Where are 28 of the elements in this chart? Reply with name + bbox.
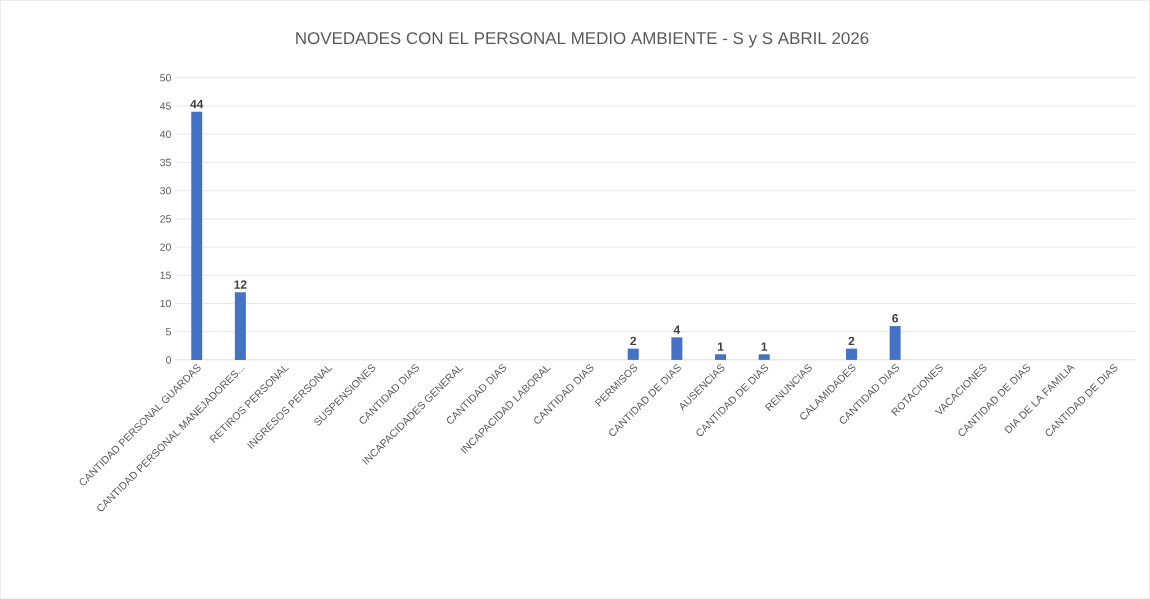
data-label: 44 [190, 100, 204, 109]
bar [845, 348, 857, 361]
y-tick-label: 5 [165, 328, 171, 336]
bar [234, 292, 246, 361]
y-tick-label: 10 [160, 299, 171, 308]
data-label: 1 [717, 342, 724, 351]
y-tick-label: 45 [159, 102, 171, 110]
bar [191, 111, 203, 361]
y-tick-label: 15 [160, 271, 171, 280]
data-label: 12 [234, 280, 247, 289]
bar [627, 348, 639, 361]
y-tick-label: 40 [159, 130, 171, 139]
chart-title: NOVEDADES CON EL PERSONAL MEDIO AMBIENTE - S y S ABRIL 2026 [296, 32, 869, 48]
data-label: 2 [630, 336, 637, 346]
y-tick-label: 20 [160, 243, 171, 251]
data-label: 4 [673, 325, 681, 334]
y-tick-label: 30 [160, 187, 171, 195]
y-tick-label: 50 [160, 74, 171, 82]
data-label: 2 [848, 336, 855, 346]
bar [715, 354, 727, 361]
y-tick-label: 25 [160, 215, 171, 223]
data-label: 6 [892, 314, 899, 323]
bar [758, 354, 770, 361]
y-tick-label: 35 [160, 158, 171, 167]
data-label: 1 [761, 342, 768, 351]
bar [889, 326, 901, 361]
y-tick-label: 0 [165, 356, 171, 364]
bar [671, 337, 683, 361]
